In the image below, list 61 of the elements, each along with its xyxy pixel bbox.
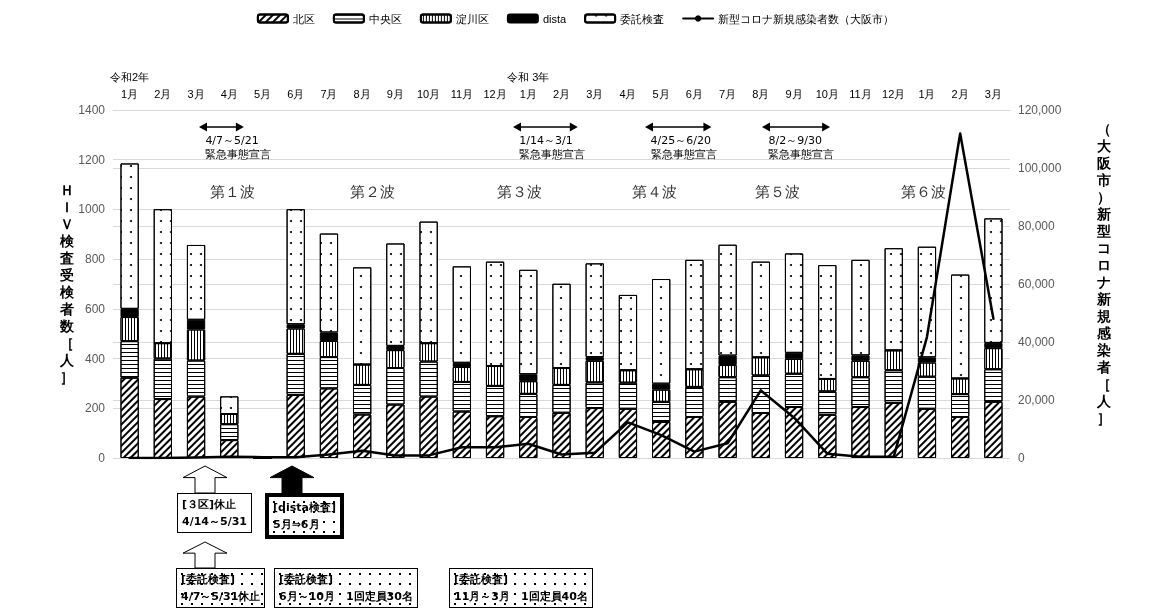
y-tick-label: 400 bbox=[84, 351, 106, 366]
x-tick-label: 令和2年 1月 bbox=[110, 70, 150, 100]
x-tick-label: 8月 bbox=[752, 87, 770, 100]
x-tick-label: 11月 bbox=[450, 87, 474, 100]
annotation: 8/2～9/30 緊急事態宣言 bbox=[768, 134, 835, 163]
x-tick-label: 6月 bbox=[685, 87, 703, 100]
y-tick-label: 200 bbox=[84, 401, 106, 416]
x-tick-label: 8月 bbox=[353, 87, 371, 100]
x-tick-label: 2月 bbox=[154, 87, 172, 100]
legend-label: 中央区 bbox=[368, 12, 402, 25]
y2-tick-label: 80,000 bbox=[1018, 219, 1056, 233]
x-tick-label: 5月 bbox=[652, 87, 670, 100]
y2-tick-label: 100,000 bbox=[1018, 161, 1062, 175]
y2-tick-label: 40,000 bbox=[1018, 335, 1056, 349]
x-tick-label: 10月 bbox=[416, 87, 441, 100]
legend-label: 淀川区 bbox=[455, 12, 489, 25]
annotation: 第６波 bbox=[901, 183, 947, 203]
x-tick-label: 3月 bbox=[187, 87, 205, 100]
x-tick-label: 12月 bbox=[882, 87, 906, 100]
y-tick-label: 1400 bbox=[78, 103, 106, 117]
y-tick-label: 1000 bbox=[78, 202, 106, 217]
text: （大阪市）新型コロナ新規感染者［人］ bbox=[1097, 121, 1111, 426]
annotation: 4/25～6/20 緊急事態宣言 bbox=[650, 134, 717, 163]
y2-tick-label: 60,000 bbox=[1018, 277, 1056, 291]
x-tick-label: 2月 bbox=[951, 87, 969, 100]
x-tick-label: 4月 bbox=[220, 87, 238, 100]
x-tick-label: 10月 bbox=[815, 87, 839, 100]
x-tick-label: 12月 bbox=[483, 87, 507, 100]
text: ＨＩＶ検査受検者数［人］ bbox=[60, 182, 74, 385]
annotation: 1/14～3/1 緊急事態宣言 bbox=[519, 134, 586, 163]
legend-label: 新型コロナ新規感染者数（大阪市） bbox=[718, 12, 895, 25]
x-tick-label: 9月 bbox=[785, 87, 803, 100]
x-tick-label: 3月 bbox=[586, 87, 604, 100]
text: [３区]休止 4/14～5/31 bbox=[177, 493, 252, 533]
annotation: 第２波 bbox=[349, 183, 395, 203]
y-tick-label: 600 bbox=[84, 301, 106, 316]
legend-label: 委託検査 bbox=[620, 12, 665, 25]
x-tick-label: 7月 bbox=[320, 87, 338, 100]
x-tick-label: 6月 bbox=[287, 87, 305, 100]
x-tick-label: 2月 bbox=[552, 87, 571, 100]
x-tick-label: 3月 bbox=[984, 87, 1002, 100]
annotation: 4/7～5/21 緊急事態宣言 bbox=[205, 134, 272, 163]
y2-tick-label: 120,000 bbox=[1018, 103, 1062, 117]
x-tick-label: 11月 bbox=[849, 87, 872, 100]
y2-tick-label: 20,000 bbox=[1018, 393, 1056, 407]
x-tick-label: 4月 bbox=[619, 87, 637, 100]
x-tick-label: 7月 bbox=[719, 87, 737, 100]
y2-tick-label: 0 bbox=[1018, 451, 1025, 465]
annotation: 第４波 bbox=[632, 183, 678, 203]
y-tick-label: 1200 bbox=[78, 152, 106, 167]
y-tick-label: 800 bbox=[84, 252, 106, 267]
legend-label: dista bbox=[542, 12, 567, 25]
x-tick-label: 1月 bbox=[918, 87, 936, 100]
y-tick-label: 0 bbox=[98, 451, 106, 465]
annotation: 第１波 bbox=[210, 183, 256, 203]
annotation: 第５波 bbox=[754, 183, 800, 203]
x-tick-label: 5月 bbox=[253, 87, 272, 100]
annotation: 第３波 bbox=[497, 183, 543, 203]
x-tick-label: 9月 bbox=[386, 87, 404, 100]
x-tick-label: 令和 3年 1月 bbox=[507, 70, 550, 100]
legend-label: 北区 bbox=[292, 12, 315, 25]
